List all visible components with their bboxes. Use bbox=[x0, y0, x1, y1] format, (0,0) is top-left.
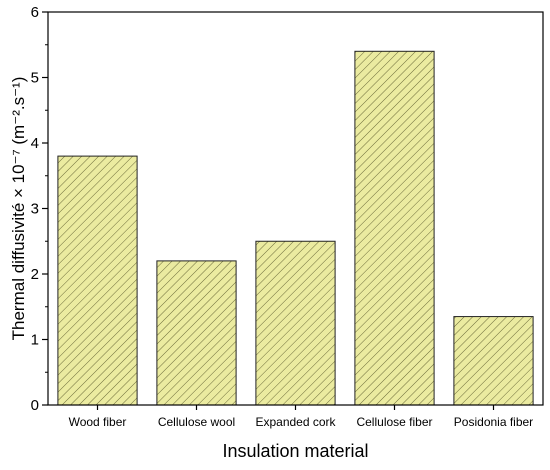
bar-4 bbox=[453, 316, 534, 406]
x-tick-label-1: Cellulose wool bbox=[158, 415, 235, 429]
x-tick-label-2: Expanded cork bbox=[255, 415, 336, 429]
y-axis-label: Thermal diffusivité × 10⁻⁷ (m⁻².s⁻¹) bbox=[9, 77, 28, 341]
bar-0 bbox=[57, 155, 138, 406]
plot-area: 0 1 2 3 4 5 6 Wood fiber Cellulose wool Expanded … bbox=[31, 4, 544, 429]
bar-1 bbox=[156, 260, 237, 406]
y-tick-label-3: 3 bbox=[31, 201, 39, 218]
y-tick-label-2: 2 bbox=[31, 266, 39, 283]
y-tick-label-0: 0 bbox=[31, 397, 39, 414]
x-tick-label-3: Cellulose fiber bbox=[356, 415, 432, 429]
x-tick-label-4: Posidonia fiber bbox=[454, 415, 533, 429]
x-tick-label-0: Wood fiber bbox=[69, 415, 127, 429]
y-tick-label-6: 6 bbox=[31, 4, 39, 21]
y-tick-label-4: 4 bbox=[31, 135, 39, 152]
y-tick-label-5: 5 bbox=[31, 70, 39, 87]
bar-2 bbox=[255, 240, 336, 406]
bar-3 bbox=[354, 50, 435, 406]
x-axis-label: Insulation material bbox=[222, 441, 368, 461]
y-tick-label-1: 1 bbox=[31, 332, 39, 349]
